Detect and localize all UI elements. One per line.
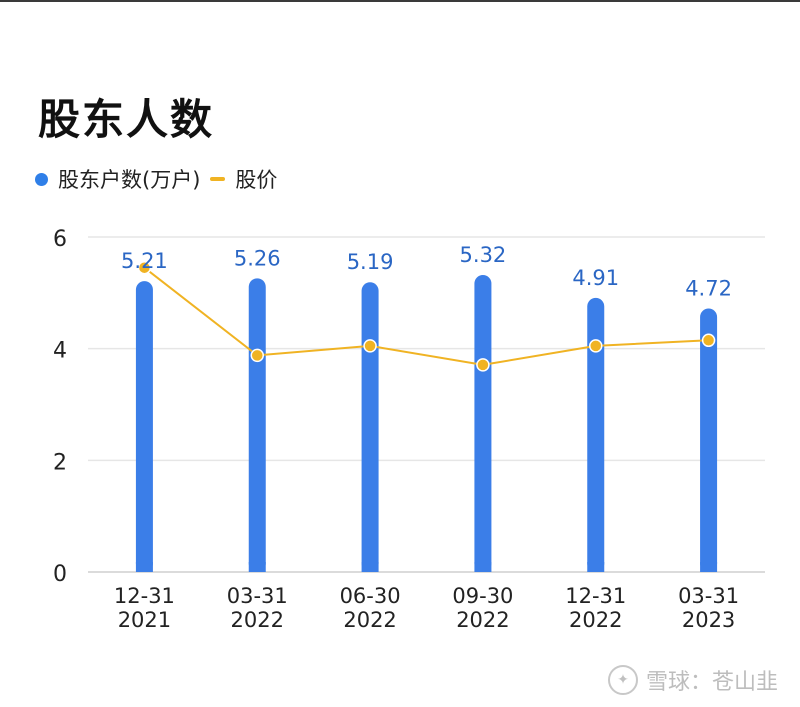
snowball-logo-icon: ✦	[607, 665, 638, 695]
legend-item-price[interactable]: 股价	[210, 164, 277, 194]
x-tick-line: 2022	[343, 608, 396, 632]
bar-value-label: 5.21	[121, 249, 168, 273]
x-tick-line: 09-30	[452, 584, 513, 608]
price-point	[589, 339, 603, 353]
legend-label-price: 股价	[235, 168, 278, 192]
chart-title: 股东人数	[38, 95, 215, 144]
watermark-text: 雪球：苍山韭	[645, 670, 778, 695]
watermark: ✦ 雪球：苍山韭	[607, 664, 778, 696]
bar-base	[700, 562, 718, 572]
x-tick-label: 06-30 2022	[340, 584, 401, 632]
bar-value-label: 5.32	[460, 243, 507, 267]
price-point	[701, 333, 716, 348]
price-point	[137, 260, 152, 275]
bar-base	[587, 562, 605, 572]
bar	[700, 308, 718, 572]
bar-value-label: 4.72	[685, 276, 732, 300]
top-border	[0, 0, 800, 2]
x-tick-line: 12-31	[565, 584, 626, 608]
bar	[474, 274, 492, 572]
bar	[135, 281, 153, 572]
x-tick-label: 03-31 2023	[678, 584, 739, 632]
x-tick-line: 03-31	[678, 584, 739, 608]
legend-item-holders[interactable]: 股东户数(万户)	[35, 164, 200, 194]
bar	[361, 282, 379, 572]
legend-dash-icon	[210, 177, 226, 181]
price-point	[250, 348, 264, 363]
x-tick-label: 09-30 2022	[452, 584, 513, 632]
x-tick-line: 2021	[118, 608, 171, 632]
x-tick-line: 12-31	[114, 584, 175, 608]
bar-value-label: 5.26	[234, 246, 281, 270]
price-line	[143, 266, 709, 366]
y-tick-label: 4	[53, 339, 67, 364]
price-point	[476, 358, 490, 372]
legend: 股东户数(万户) 股价	[35, 166, 287, 192]
bar	[248, 278, 266, 572]
legend-label-holders: 股东户数(万户)	[58, 168, 201, 192]
y-tick-label: 6	[53, 227, 67, 252]
bar-value-label: 4.91	[572, 266, 619, 290]
bar	[587, 297, 605, 572]
bar-base	[474, 562, 492, 572]
y-tick-label: 0	[53, 562, 67, 587]
x-tick-label: 12-31 2021	[114, 584, 175, 632]
x-tick-line: 06-30	[340, 584, 401, 608]
x-tick-line: 03-31	[227, 584, 288, 608]
x-tick-label: 03-31 2022	[227, 584, 288, 632]
x-tick-line: 2022	[231, 608, 284, 632]
bar-base	[248, 562, 266, 572]
bar-value-label: 5.19	[347, 250, 394, 274]
bar-base	[361, 562, 379, 572]
price-point	[363, 339, 377, 353]
x-tick-line: 2022	[569, 608, 622, 632]
bar-base	[135, 562, 153, 572]
x-tick-line: 2022	[456, 608, 509, 632]
legend-dot-icon	[35, 172, 48, 186]
y-tick-label: 2	[53, 450, 67, 475]
x-tick-label: 12-31 2022	[565, 584, 626, 632]
x-tick-line: 2023	[682, 608, 735, 632]
